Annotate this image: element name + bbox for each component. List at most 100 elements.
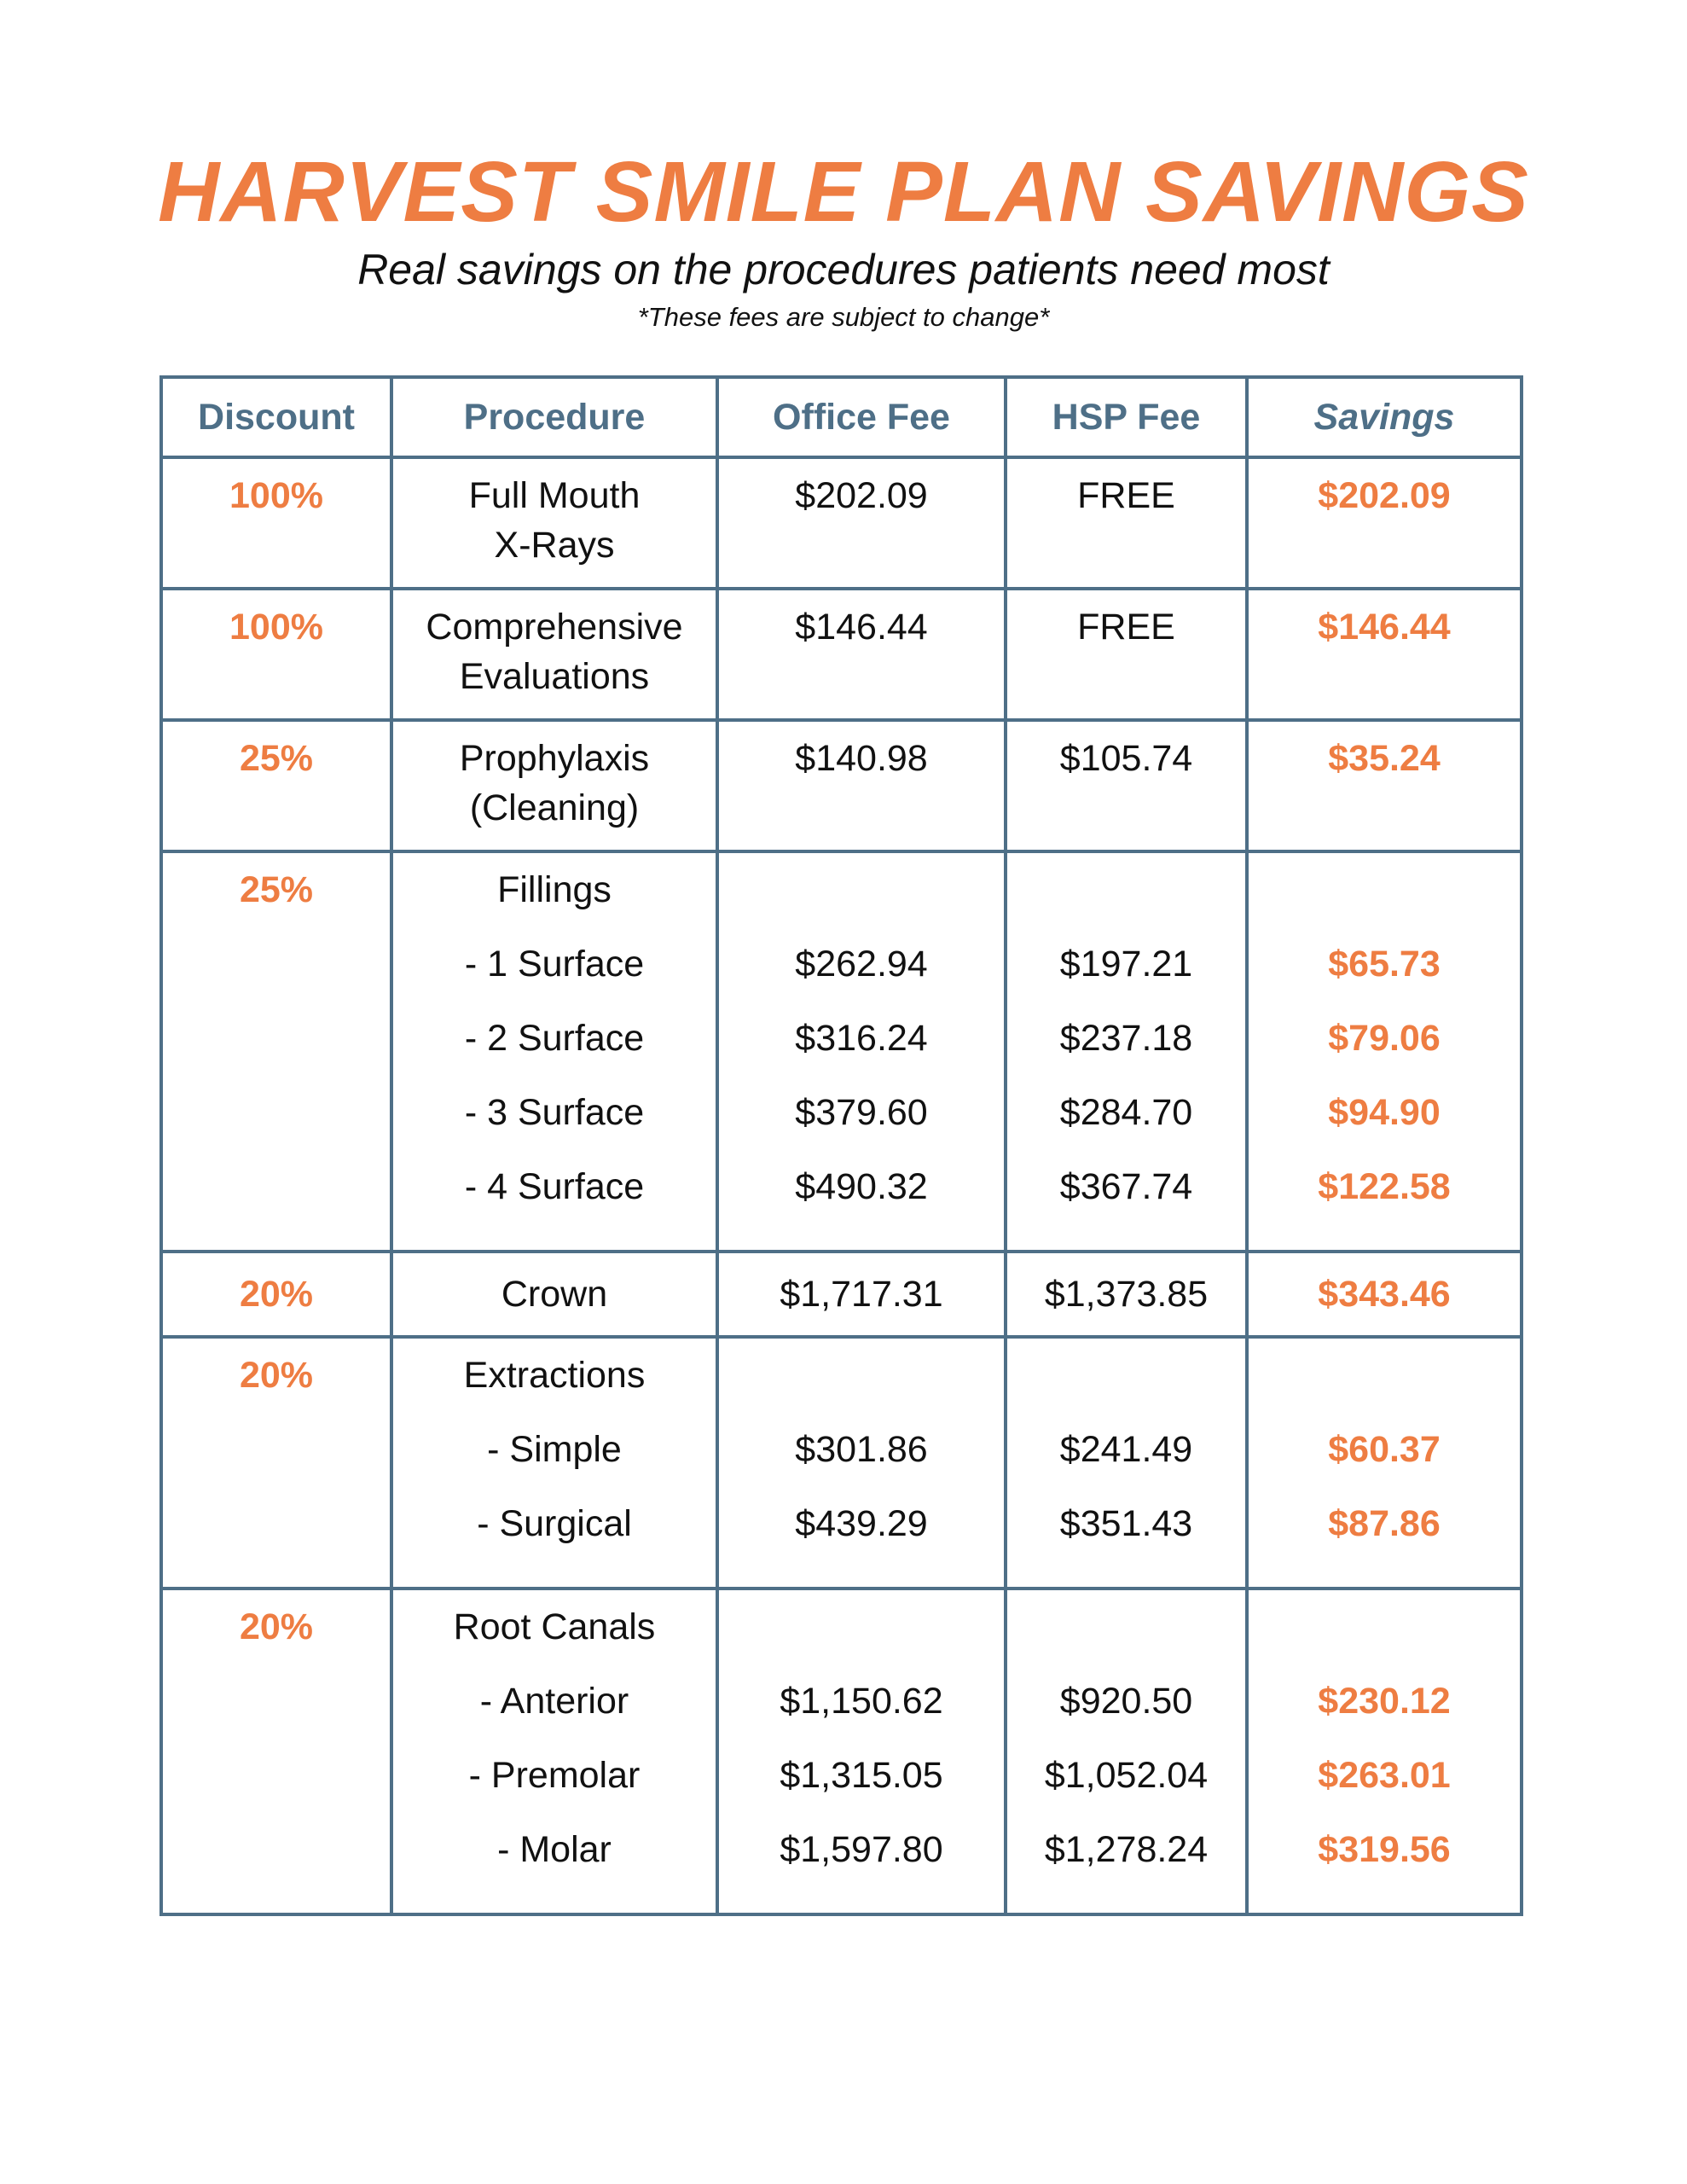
office-fee-value: $439.29 xyxy=(795,1503,928,1544)
discount-cell: 25% xyxy=(159,850,393,1253)
office-fee-cell: . $301.86 $439.29 xyxy=(716,1335,1007,1590)
savings-cell: . $230.12 $263.01 $319.56 xyxy=(1245,1587,1523,1916)
hsp-fee-cell: FREE xyxy=(1004,456,1249,590)
savings-value: $35.24 xyxy=(1328,738,1441,779)
savings-value: $146.44 xyxy=(1318,607,1451,648)
savings-value: $87.86 xyxy=(1328,1503,1441,1544)
hsp-fee-cell: . $241.49 $351.43 xyxy=(1004,1335,1249,1590)
procedure-cell: Comprehensive Evaluations xyxy=(390,587,719,722)
discount-value: 100% xyxy=(229,475,323,516)
discount-cell: 20% xyxy=(159,1587,393,1916)
table-header-row: Discount Procedure Office Fee HSP Fee Sa… xyxy=(159,375,1523,459)
office-fee-value: $146.44 xyxy=(795,607,928,648)
procedure-group-title: Extractions xyxy=(463,1355,646,1396)
office-fee-value: $1,315.05 xyxy=(780,1755,943,1796)
table-row: 100% Comprehensive Evaluations $146.44 F… xyxy=(159,587,1523,722)
procedure-subitem: - 4 Surface xyxy=(464,1166,645,1207)
savings-value: $263.01 xyxy=(1318,1755,1451,1796)
office-fee-value: $301.86 xyxy=(795,1429,928,1470)
discount-cell: 100% xyxy=(159,587,393,722)
table-row: 100% Full Mouth X-Rays $202.09 FREE $202… xyxy=(159,456,1523,590)
office-fee-value: $140.98 xyxy=(795,738,928,779)
hsp-fee-value: $1,373.85 xyxy=(1044,1273,1209,1315)
hsp-fee-value: FREE xyxy=(1077,475,1175,516)
column-header-hsp-fee: HSP Fee xyxy=(1004,375,1249,459)
discount-value: 20% xyxy=(239,1606,314,1647)
discount-value: 20% xyxy=(239,1355,314,1396)
procedure-group-title: Fillings xyxy=(497,869,612,910)
procedure-subitem: - Anterior xyxy=(479,1681,629,1722)
hsp-fee-value: $241.49 xyxy=(1059,1429,1193,1470)
hsp-fee-value: $1,278.24 xyxy=(1044,1829,1209,1870)
hsp-fee-cell: FREE xyxy=(1004,587,1249,722)
office-fee-value: $1,597.80 xyxy=(780,1829,943,1870)
savings-table: Discount Procedure Office Fee HSP Fee Sa… xyxy=(159,375,1523,1916)
procedure-name: Evaluations xyxy=(459,656,650,697)
hsp-fee-value: $920.50 xyxy=(1059,1681,1193,1722)
savings-cell: $146.44 xyxy=(1245,587,1523,722)
procedure-cell: Root Canals - Anterior - Premolar - Mola… xyxy=(390,1587,719,1916)
discount-value: 100% xyxy=(229,607,323,648)
discount-value: 20% xyxy=(239,1273,314,1315)
discount-cell: 25% xyxy=(159,718,393,853)
procedure-cell: Full Mouth X-Rays xyxy=(390,456,719,590)
hsp-fee-value: $367.74 xyxy=(1059,1166,1193,1207)
procedure-subitem: - 1 Surface xyxy=(464,944,645,985)
procedure-subitem: - 3 Surface xyxy=(464,1092,645,1133)
procedure-name: (Cleaning) xyxy=(469,787,640,828)
discount-value: 25% xyxy=(239,869,314,910)
hsp-fee-value: $284.70 xyxy=(1059,1092,1193,1133)
column-header-procedure: Procedure xyxy=(390,375,719,459)
procedure-cell: Prophylaxis (Cleaning) xyxy=(390,718,719,853)
table-row: 25% Fillings - 1 Surface - 2 Surface - 3… xyxy=(159,850,1523,1253)
procedure-name: Prophylaxis xyxy=(459,738,650,779)
table-row: 20% Root Canals - Anterior - Premolar - … xyxy=(159,1587,1523,1916)
office-fee-value: $202.09 xyxy=(795,475,928,516)
procedure-subitem: - Surgical xyxy=(477,1503,632,1544)
office-fee-value: $1,717.31 xyxy=(780,1273,943,1315)
hsp-fee-value: $197.21 xyxy=(1059,944,1193,985)
hsp-fee-value: $237.18 xyxy=(1059,1018,1193,1059)
office-fee-cell: $140.98 xyxy=(716,718,1007,853)
fee-disclaimer: *These fees are subject to change* xyxy=(637,302,1050,332)
column-header-discount: Discount xyxy=(159,375,393,459)
savings-cell: $343.46 xyxy=(1245,1250,1523,1339)
procedure-subitem: - Molar xyxy=(497,1829,612,1870)
office-fee-cell: $202.09 xyxy=(716,456,1007,590)
savings-value: $122.58 xyxy=(1318,1166,1451,1207)
hsp-fee-value: $105.74 xyxy=(1059,738,1193,779)
hsp-fee-value: $351.43 xyxy=(1059,1503,1193,1544)
procedure-subitem: - 2 Surface xyxy=(464,1018,645,1059)
hsp-fee-value: FREE xyxy=(1077,607,1175,648)
office-fee-cell: . $262.94 $316.24 $379.60 $490.32 xyxy=(716,850,1007,1253)
savings-value: $94.90 xyxy=(1328,1092,1441,1133)
office-fee-value: $262.94 xyxy=(795,944,928,985)
procedure-subitem: - Premolar xyxy=(468,1755,641,1796)
office-fee-cell: . $1,150.62 $1,315.05 $1,597.80 xyxy=(716,1587,1007,1916)
savings-cell: $35.24 xyxy=(1245,718,1523,853)
procedure-group-title: Root Canals xyxy=(453,1606,656,1647)
hsp-fee-value: $1,052.04 xyxy=(1044,1755,1209,1796)
hsp-fee-cell: $1,373.85 xyxy=(1004,1250,1249,1339)
savings-value: $65.73 xyxy=(1328,944,1441,985)
procedure-name: Crown xyxy=(501,1273,608,1315)
page-subtitle: Real savings on the procedures patients … xyxy=(357,246,1330,293)
savings-cell: . $60.37 $87.86 xyxy=(1245,1335,1523,1590)
discount-cell: 20% xyxy=(159,1335,393,1590)
procedure-cell: Fillings - 1 Surface - 2 Surface - 3 Sur… xyxy=(390,850,719,1253)
table-row: 25% Prophylaxis (Cleaning) $140.98 $105.… xyxy=(159,718,1523,853)
office-fee-value: $1,150.62 xyxy=(780,1681,943,1722)
savings-value: $60.37 xyxy=(1328,1429,1441,1470)
column-header-savings: Savings xyxy=(1245,375,1523,459)
discount-cell: 20% xyxy=(159,1250,393,1339)
procedure-name: X-Rays xyxy=(494,525,615,566)
hsp-fee-cell: $105.74 xyxy=(1004,718,1249,853)
savings-cell: $202.09 xyxy=(1245,456,1523,590)
office-fee-value: $379.60 xyxy=(795,1092,928,1133)
office-fee-cell: $146.44 xyxy=(716,587,1007,722)
savings-value: $230.12 xyxy=(1318,1681,1451,1722)
hsp-fee-cell: . $920.50 $1,052.04 $1,278.24 xyxy=(1004,1587,1249,1916)
savings-cell: . $65.73 $79.06 $94.90 $122.58 xyxy=(1245,850,1523,1253)
procedure-name: Full Mouth xyxy=(468,475,641,516)
procedure-cell: Crown xyxy=(390,1250,719,1339)
